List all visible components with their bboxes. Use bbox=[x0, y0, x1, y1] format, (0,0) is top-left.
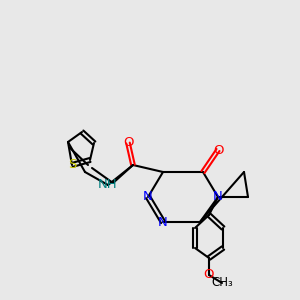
Text: O: O bbox=[213, 143, 223, 157]
Text: S: S bbox=[68, 158, 76, 172]
Text: N: N bbox=[143, 190, 153, 203]
Text: N: N bbox=[158, 215, 168, 229]
Text: O: O bbox=[204, 268, 214, 281]
Text: CH₃: CH₃ bbox=[211, 277, 233, 290]
Text: NH: NH bbox=[98, 178, 118, 191]
Text: N: N bbox=[213, 190, 223, 203]
Text: O: O bbox=[123, 136, 133, 149]
